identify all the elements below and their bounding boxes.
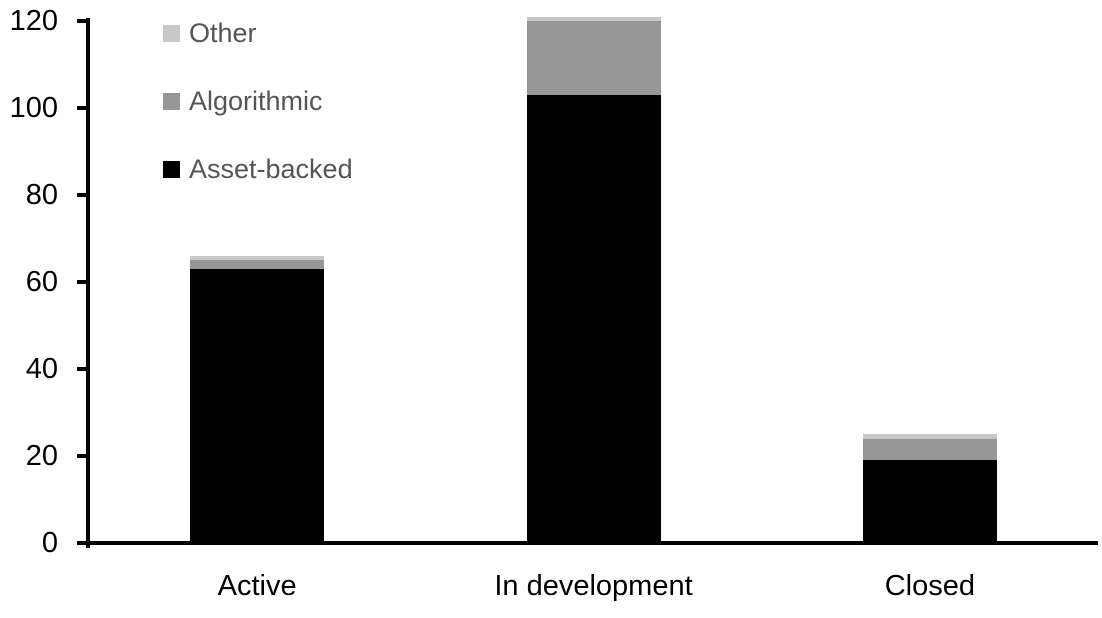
y-axis-tick-label: 80 [25, 179, 58, 211]
x-axis-category-label: In development [494, 570, 693, 602]
y-axis-tick-label: 60 [25, 266, 58, 298]
bar-segment-other [190, 255, 325, 261]
y-axis-tick-label: 40 [25, 353, 58, 385]
y-axis-tick [77, 19, 90, 23]
bar-segment-algorithmic [190, 260, 325, 269]
y-axis-tick-label: 20 [25, 440, 58, 472]
x-axis-line [77, 541, 1098, 545]
legend-swatch-algorithmic [163, 93, 180, 110]
y-axis-tick-label: 100 [9, 92, 58, 124]
legend-label-algorithmic: Algorithmic [189, 86, 323, 116]
legend-entry-other: Other [163, 18, 353, 48]
bar-segment-asset-backed [862, 460, 997, 543]
bar-segment-other [862, 434, 997, 439]
bar-segment-algorithmic [862, 438, 997, 461]
legend-label-other: Other [189, 18, 257, 48]
x-axis-category-label: Active [217, 570, 297, 602]
y-axis-tick-label: 120 [9, 5, 58, 37]
bar-segment-asset-backed [190, 268, 325, 543]
bar-segment-algorithmic [526, 21, 661, 95]
y-axis-tick [77, 541, 90, 545]
bar-segment-other [526, 16, 661, 21]
legend-entry-algorithmic: Algorithmic [163, 86, 353, 116]
y-axis-tick [77, 280, 90, 284]
legend-label-asset-backed: Asset-backed [189, 154, 353, 184]
x-axis-category-label: Closed [884, 570, 975, 602]
y-axis-tick [77, 106, 90, 110]
legend-swatch-other [163, 25, 180, 42]
y-axis-tick [77, 193, 90, 197]
legend-entry-asset-backed: Asset-backed [163, 154, 353, 184]
chart-legend: Other Algorithmic Asset-backed [163, 18, 353, 224]
y-axis-tick [77, 454, 90, 458]
legend-swatch-asset-backed [163, 161, 180, 178]
y-axis-tick [77, 367, 90, 371]
bar-segment-asset-backed [526, 94, 661, 543]
y-axis-tick-label: 0 [41, 527, 58, 559]
